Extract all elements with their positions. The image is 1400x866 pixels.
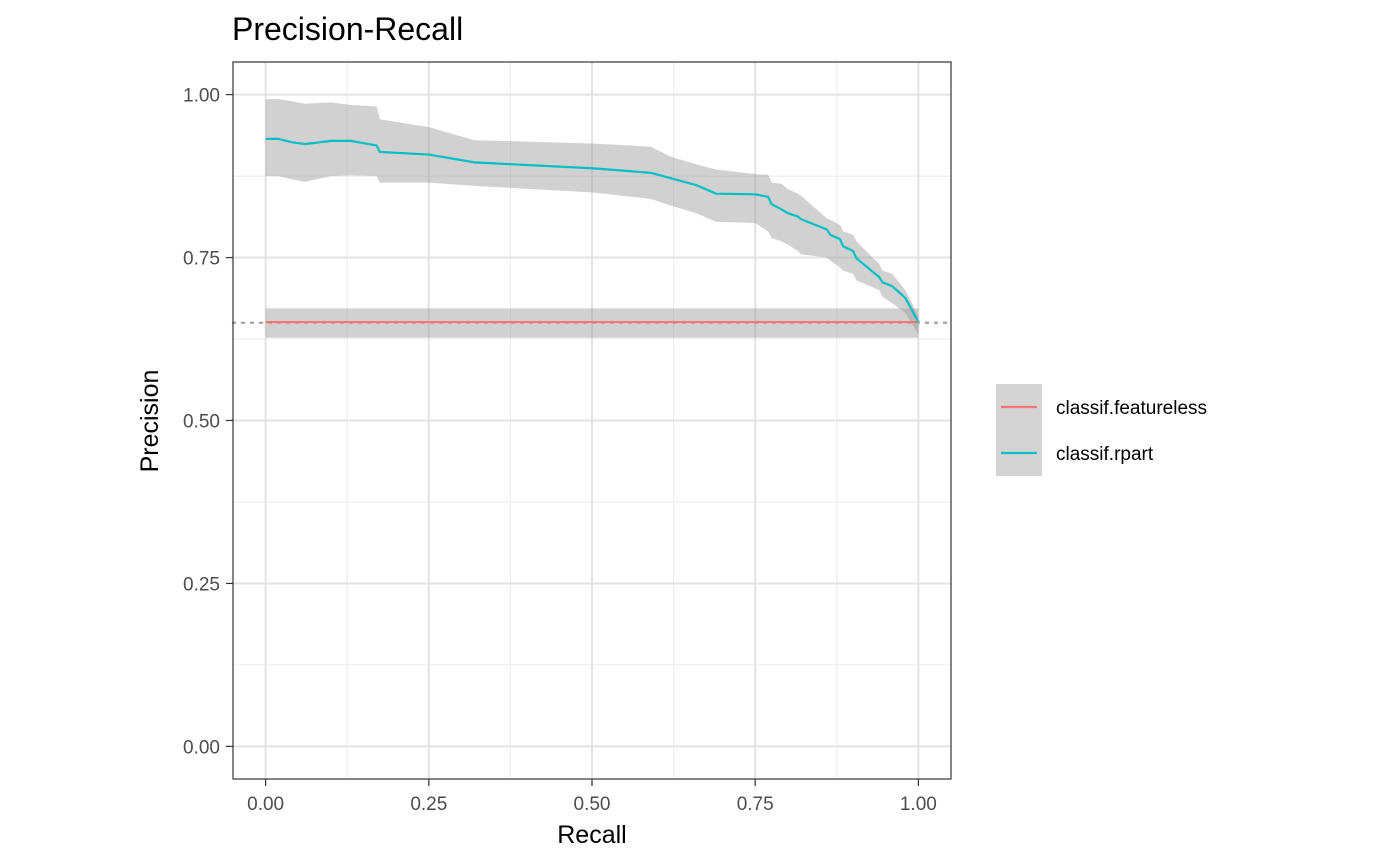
legend-label-classif-featureless: classif.featureless <box>1056 398 1207 419</box>
x-axis: 0.00 0.25 0.50 0.75 1.00 <box>247 779 937 815</box>
y-tick-label: 0.50 <box>183 412 220 433</box>
major-gridlines <box>233 62 951 779</box>
x-tick-label: 0.50 <box>574 794 611 815</box>
x-tick-label: 0.00 <box>247 794 284 815</box>
confidence-ribbon-classif-rpart <box>265 99 919 335</box>
y-tick-label: 1.00 <box>183 86 220 107</box>
y-tick-label: 0.00 <box>183 737 220 758</box>
chart-title: Precision-Recall <box>232 11 463 47</box>
x-tick-label: 0.25 <box>410 794 447 815</box>
y-axis: 0.00 0.25 0.50 0.75 1.00 <box>183 86 233 758</box>
y-tick-label: 0.75 <box>183 249 220 270</box>
x-tick-label: 1.00 <box>900 794 937 815</box>
series-lines <box>265 137 920 324</box>
legend: classif.featureless classif.rpart <box>996 384 1207 476</box>
y-tick-label: 0.25 <box>183 574 220 595</box>
legend-label-classif-rpart: classif.rpart <box>1056 444 1154 465</box>
x-tick-label: 0.75 <box>737 794 774 815</box>
y-axis-title: Precision <box>136 370 164 473</box>
x-axis-title: Recall <box>557 821 626 849</box>
series-line-classif-rpart <box>265 137 920 323</box>
